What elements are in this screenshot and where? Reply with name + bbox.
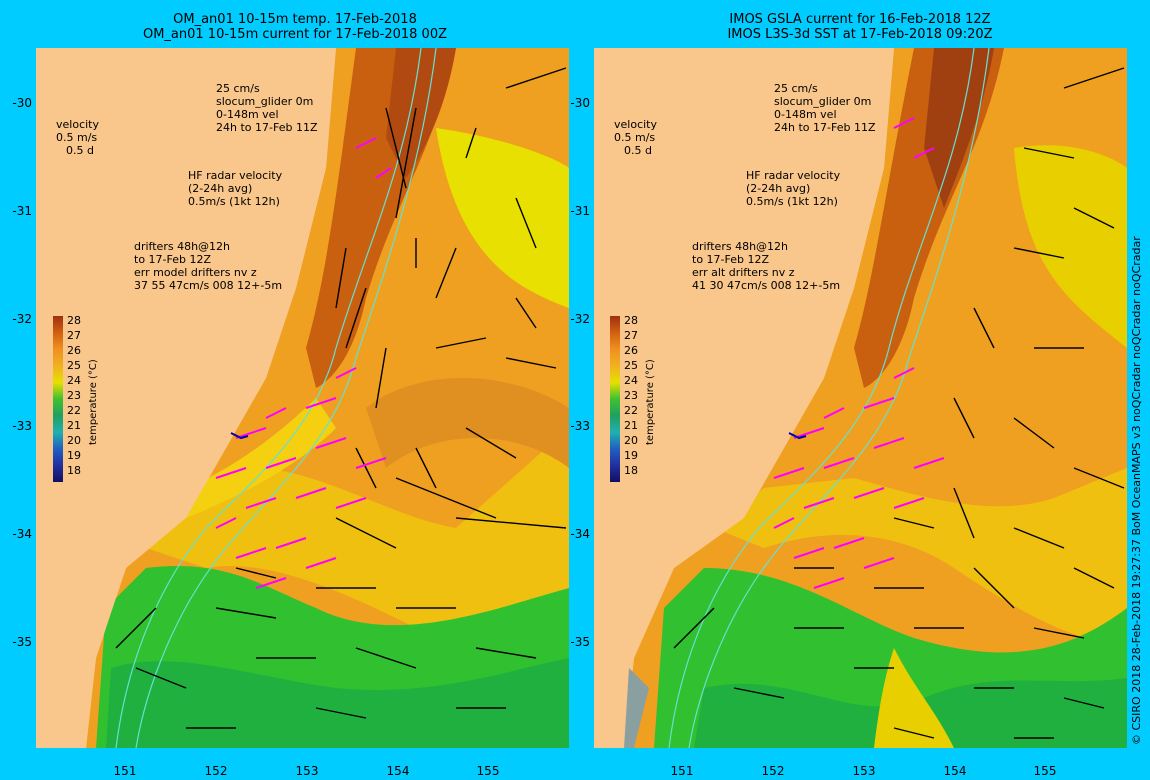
lat-label-right: -34 (570, 527, 590, 541)
cb-label: 23 (624, 389, 638, 402)
cb-label: 18 (624, 464, 638, 477)
right-drifter-title: drifters 48h@12h (692, 240, 789, 253)
lon-label-right: 151 (670, 764, 694, 778)
left-hf-title: HF radar velocity (188, 169, 283, 182)
right-drifter-err: err alt drifters nv z (692, 266, 795, 279)
right-hf-scale: 0.5m/s (1kt 12h) (746, 195, 838, 208)
cb-label: 26 (67, 344, 81, 357)
left-title: OM_an01 10-15m temp. 17-Feb-2018 OM_an01… (130, 12, 460, 42)
lat-label-right: -35 (570, 635, 590, 649)
cb-label: 18 (67, 464, 81, 477)
lon-label-right: 155 (1033, 764, 1057, 778)
lat-label-left: -34 (12, 527, 32, 541)
right-velocity-legend: velocity 0.5 m/s 0.5 d (614, 118, 657, 157)
lat-label-right: -32 (570, 312, 590, 326)
credit-text: © CSIRO 2018 28-Feb-2018 19:27:37 BoM Oc… (1130, 236, 1143, 745)
left-glider-speed: 25 cm/s (216, 82, 260, 95)
left-title-line2: OM_an01 10-15m current for 17-Feb-2018 0… (142, 27, 448, 42)
right-colorbar (610, 316, 620, 482)
cb-label: 25 (67, 359, 81, 372)
cb-label: 19 (67, 449, 81, 462)
left-glider-legend: 25 cm/s slocum_glider 0m 0-148m vel 24h … (216, 82, 317, 134)
lon-label-left: 153 (295, 764, 319, 778)
right-sst-field (594, 48, 1127, 748)
left-drifter-time: to 17-Feb 12Z (134, 253, 212, 266)
left-velocity-scale: 0.5 m/s (56, 131, 98, 144)
cb-label: 20 (67, 434, 81, 447)
right-title: IMOS GSLA current for 16-Feb-2018 12Z IM… (695, 12, 1025, 42)
left-sst-field (36, 48, 569, 748)
cb-label: 25 (624, 359, 638, 372)
right-velocity-days: 0.5 d (624, 144, 652, 157)
left-velocity-days: 0.5 d (66, 144, 94, 157)
right-drifter-time: to 17-Feb 12Z (692, 253, 770, 266)
cb-label: 24 (67, 374, 81, 387)
right-colorbar-title: temperature (°C) (645, 359, 656, 445)
left-drifter-err: err model drifters nv z (134, 266, 257, 279)
right-velocity-label: velocity (614, 118, 657, 131)
left-colorbar (53, 316, 63, 482)
lat-label-left: -32 (12, 312, 32, 326)
right-hf-avg: (2-24h avg) (746, 182, 811, 195)
cb-label: 22 (67, 404, 81, 417)
right-title-line2: IMOS L3S-3d SST at 17-Feb-2018 09:20Z (727, 27, 993, 42)
cb-label: 24 (624, 374, 638, 387)
lon-label-left: 155 (476, 764, 500, 778)
left-hf-avg: (2-24h avg) (188, 182, 253, 195)
right-title-line1: IMOS GSLA current for 16-Feb-2018 12Z (729, 12, 991, 27)
lon-label-left: 151 (113, 764, 137, 778)
right-drifter-stats: 41 30 47cm/s 008 12+-5m (692, 279, 841, 292)
left-drifter-stats: 37 55 47cm/s 008 12+-5m (134, 279, 283, 292)
lat-label-left: -30 (12, 96, 32, 110)
lon-label-left: 154 (386, 764, 410, 778)
left-title-line1: OM_an01 10-15m temp. 17-Feb-2018 (173, 12, 417, 27)
right-drifter-legend: drifters 48h@12h to 17-Feb 12Z err alt d… (692, 240, 840, 292)
lat-label-right: -33 (570, 419, 590, 433)
left-glider-depth: 0-148m vel (216, 108, 279, 121)
lat-label-right: -31 (570, 204, 590, 218)
cb-label: 21 (67, 419, 81, 432)
right-velocity-scale: 0.5 m/s (614, 131, 656, 144)
cb-label: 27 (624, 329, 638, 342)
lat-label-left: -31 (12, 204, 32, 218)
cb-label: 21 (624, 419, 638, 432)
left-velocity-label: velocity (56, 118, 99, 131)
cb-label: 20 (624, 434, 638, 447)
right-glider-time: 24h to 17-Feb 11Z (774, 121, 876, 134)
cb-label: 28 (67, 314, 81, 327)
cb-label: 22 (624, 404, 638, 417)
right-hf-title: HF radar velocity (746, 169, 841, 182)
left-glider-name: slocum_glider 0m (216, 95, 314, 108)
lon-label-right: 152 (761, 764, 785, 778)
lon-label-right: 153 (852, 764, 876, 778)
cb-label: 28 (624, 314, 638, 327)
left-colorbar-labels: 28 27 26 25 24 23 22 21 20 19 18 (67, 315, 81, 477)
right-colorbar-labels: 28 27 26 25 24 23 22 21 20 19 18 (624, 315, 638, 477)
left-map-panel: velocity 0.5 m/s 0.5 d 25 cm/s slocum_gl… (36, 48, 569, 748)
left-drifter-legend: drifters 48h@12h to 17-Feb 12Z err model… (134, 240, 282, 292)
left-drifter-title: drifters 48h@12h (134, 240, 231, 253)
lat-label-left: -35 (12, 635, 32, 649)
right-map-panel: velocity 0.5 m/s 0.5 d 25 cm/s slocum_gl… (594, 48, 1127, 748)
left-hf-legend: HF radar velocity (2-24h avg) 0.5m/s (1k… (188, 169, 282, 208)
right-hf-legend: HF radar velocity (2-24h avg) 0.5m/s (1k… (746, 169, 840, 208)
cb-label: 27 (67, 329, 81, 342)
cb-label: 26 (624, 344, 638, 357)
right-glider-speed: 25 cm/s (774, 82, 818, 95)
lon-label-right: 154 (943, 764, 967, 778)
lon-label-left: 152 (204, 764, 228, 778)
lat-label-right: -30 (570, 96, 590, 110)
left-hf-scale: 0.5m/s (1kt 12h) (188, 195, 280, 208)
right-glider-legend: 25 cm/s slocum_glider 0m 0-148m vel 24h … (774, 82, 875, 134)
right-glider-depth: 0-148m vel (774, 108, 837, 121)
right-glider-name: slocum_glider 0m (774, 95, 872, 108)
cb-label: 23 (67, 389, 81, 402)
lat-label-left: -33 (12, 419, 32, 433)
cb-label: 19 (624, 449, 638, 462)
left-glider-time: 24h to 17-Feb 11Z (216, 121, 318, 134)
left-velocity-legend: velocity 0.5 m/s 0.5 d (56, 118, 99, 157)
left-colorbar-title: temperature (°C) (88, 359, 99, 445)
